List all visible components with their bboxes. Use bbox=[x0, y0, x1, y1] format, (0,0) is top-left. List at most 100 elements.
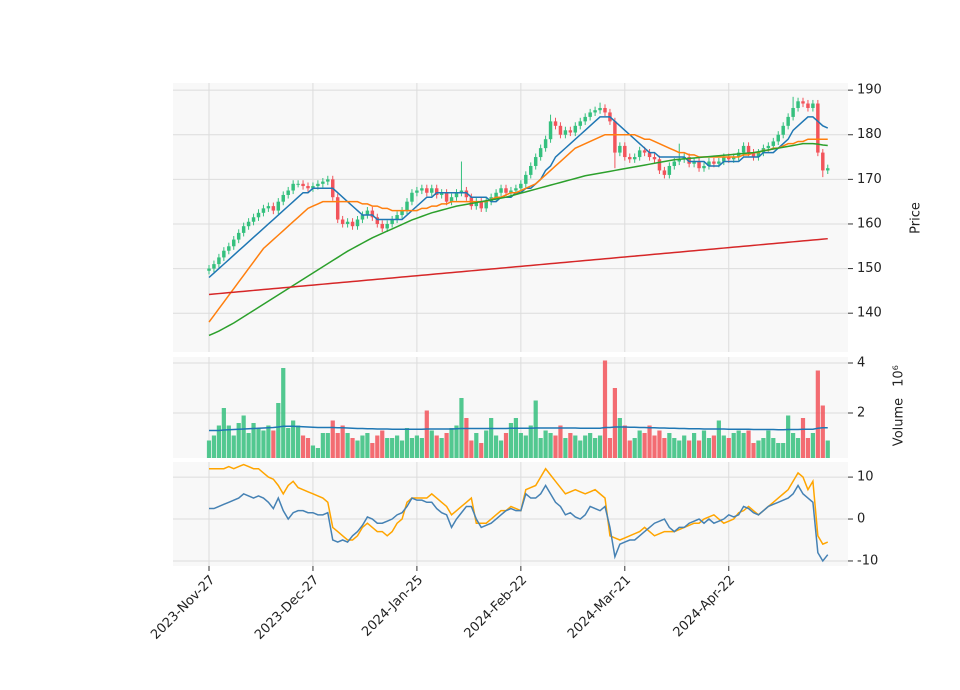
candle-body bbox=[563, 130, 568, 135]
candle-body bbox=[340, 219, 345, 224]
volume-bar bbox=[617, 418, 622, 458]
volume-bar bbox=[563, 438, 568, 458]
candle-body bbox=[256, 212, 261, 218]
candle-body bbox=[420, 188, 424, 191]
candle-body bbox=[494, 192, 498, 198]
volume-bar bbox=[429, 430, 434, 458]
candle-body bbox=[479, 201, 483, 209]
volume-bar bbox=[790, 433, 796, 458]
candle-body bbox=[335, 197, 340, 220]
volume-bar bbox=[484, 430, 489, 458]
candle-body bbox=[796, 101, 800, 108]
volume-bar bbox=[553, 435, 558, 458]
volume-bar bbox=[489, 418, 494, 458]
x-tick-label: 2024-Apr-22 bbox=[671, 573, 738, 640]
y-tick-label: 170 bbox=[857, 172, 882, 187]
x-tick-label: 2024-Feb-22 bbox=[462, 573, 531, 642]
candle-body bbox=[306, 186, 310, 189]
volume-bar bbox=[256, 428, 261, 458]
candle-body bbox=[410, 192, 414, 202]
volume-bar bbox=[548, 433, 553, 458]
candle-body bbox=[474, 201, 479, 207]
volume-bar bbox=[380, 430, 385, 458]
candle-body bbox=[227, 246, 231, 251]
volume-bar bbox=[236, 423, 241, 458]
volume-bar bbox=[667, 433, 672, 458]
volume-bar bbox=[370, 443, 375, 458]
volume-bar bbox=[696, 440, 702, 458]
candle-body bbox=[370, 210, 375, 218]
candle-body bbox=[558, 125, 563, 135]
candle-body bbox=[509, 190, 513, 193]
candle-body bbox=[776, 134, 780, 142]
volume-bar bbox=[597, 435, 603, 458]
candle-body bbox=[652, 157, 657, 160]
volume-bar bbox=[345, 433, 350, 458]
candle-body bbox=[791, 107, 795, 117]
volume-bar bbox=[568, 433, 573, 458]
candle-body bbox=[593, 110, 597, 113]
candle-body bbox=[722, 157, 726, 162]
volume-bar bbox=[449, 428, 454, 458]
candle-body bbox=[430, 188, 434, 193]
volume-bar bbox=[701, 430, 707, 458]
volume-bar bbox=[508, 423, 514, 458]
candle-body bbox=[251, 217, 256, 222]
candle-body bbox=[677, 159, 681, 162]
volume-bar bbox=[588, 433, 593, 458]
candle-body bbox=[301, 183, 305, 187]
candle-body bbox=[395, 215, 399, 220]
volume-bar bbox=[786, 415, 791, 458]
volume-bar bbox=[385, 438, 390, 458]
line-series bbox=[209, 484, 829, 563]
volume-bar bbox=[464, 418, 469, 458]
candle-body bbox=[687, 157, 691, 164]
candle-body bbox=[266, 206, 271, 209]
y-tick-label: 10 bbox=[857, 470, 874, 485]
volume-bar bbox=[330, 420, 335, 458]
volume-bar bbox=[286, 428, 291, 458]
candle-body bbox=[771, 141, 776, 146]
marks bbox=[206, 96, 830, 563]
volume-bar bbox=[578, 440, 583, 458]
candle-body bbox=[702, 165, 706, 169]
candle-body bbox=[504, 188, 508, 193]
candle-body bbox=[316, 183, 320, 187]
candle-body bbox=[826, 168, 830, 171]
volume-bar bbox=[711, 435, 717, 458]
volume-bar bbox=[538, 438, 543, 458]
y-tick-label: 150 bbox=[857, 261, 882, 276]
volume-bar bbox=[761, 438, 766, 458]
volume-bar bbox=[776, 443, 781, 458]
candle-body bbox=[588, 112, 592, 117]
candle-body bbox=[746, 145, 751, 153]
volume-bar bbox=[439, 438, 444, 458]
volume-bar bbox=[216, 425, 222, 458]
volume-bar bbox=[360, 435, 365, 458]
volume-bar bbox=[424, 410, 429, 458]
volume-bar bbox=[340, 425, 345, 458]
candle-body bbox=[603, 107, 607, 113]
y-tick-label: 160 bbox=[857, 216, 882, 231]
volume-axis-label: Volume bbox=[892, 398, 907, 446]
panel bbox=[173, 83, 848, 352]
candle-body bbox=[811, 103, 815, 108]
candle-body bbox=[345, 221, 350, 224]
volume-bar bbox=[409, 438, 415, 458]
volume-bar bbox=[513, 418, 519, 458]
volume-bar bbox=[518, 433, 523, 458]
volume-bar bbox=[493, 435, 499, 458]
y-tick-label: 4 bbox=[857, 356, 865, 371]
volume-bar bbox=[271, 430, 276, 458]
volume-bar bbox=[647, 425, 652, 458]
volume-bar bbox=[523, 435, 528, 458]
candle-body bbox=[618, 145, 622, 153]
candle-body bbox=[514, 188, 518, 191]
x-tick-label: 2024-Jan-25 bbox=[359, 573, 426, 640]
volume-bar bbox=[375, 435, 380, 458]
y-tick-label: 190 bbox=[857, 83, 882, 98]
candle-body bbox=[207, 268, 211, 271]
x-tick-label: 2024-Mar-21 bbox=[565, 573, 634, 642]
candle-body bbox=[261, 208, 266, 213]
volume-bar bbox=[721, 435, 726, 458]
